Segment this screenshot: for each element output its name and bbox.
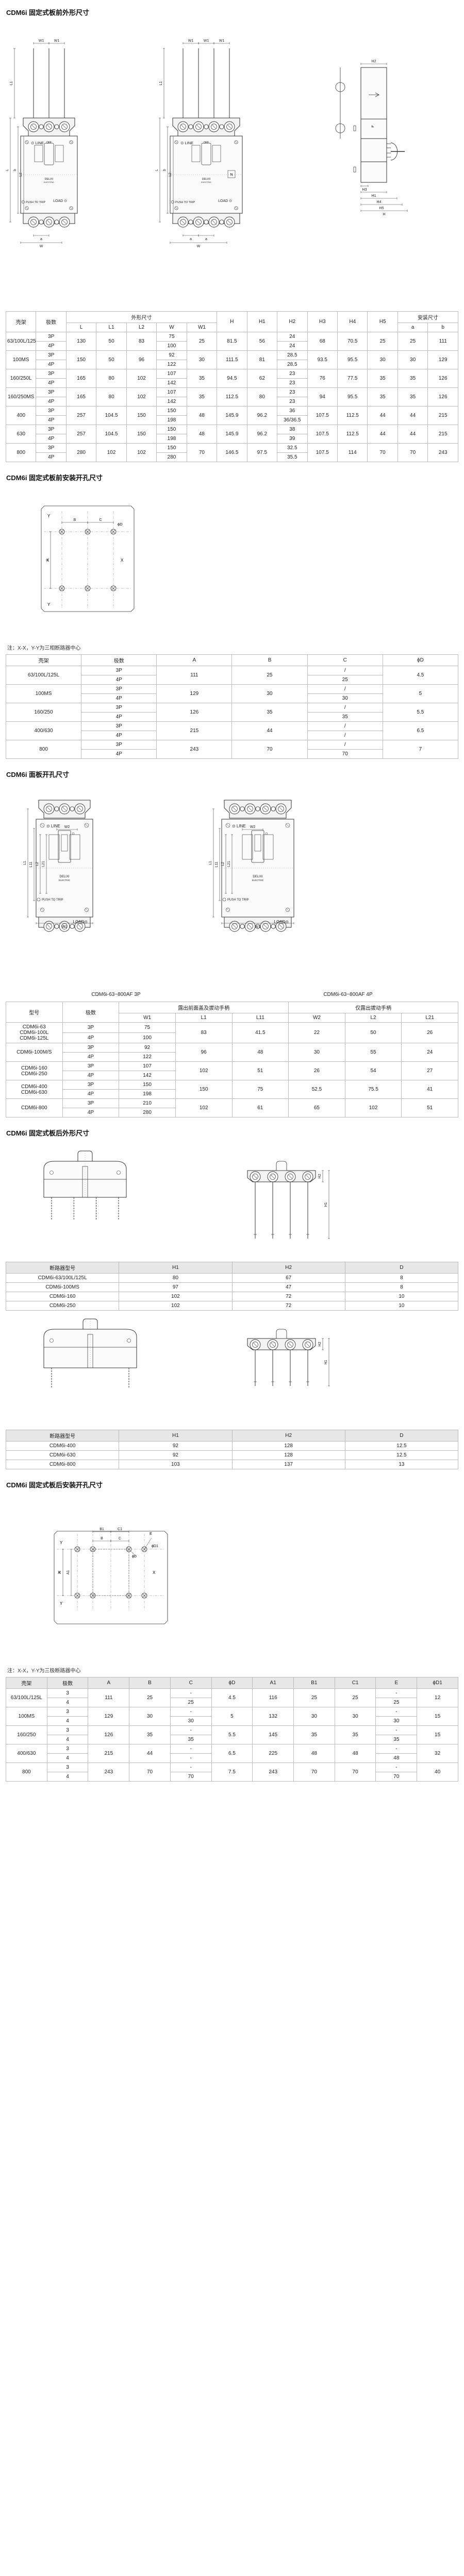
svg-text:W1: W1 [204, 39, 209, 43]
svg-text:H5: H5 [379, 207, 384, 210]
svg-text:ϕD: ϕD [118, 522, 123, 527]
svg-text:H2: H2 [318, 1174, 322, 1178]
svg-text:H: H [383, 213, 385, 216]
svg-text:LOAD ⊙: LOAD ⊙ [53, 199, 67, 203]
svg-text:B1: B1 [100, 1528, 104, 1531]
svg-text:H1: H1 [372, 194, 376, 198]
svg-text:Y: Y [47, 514, 51, 518]
svg-text:L11: L11 [29, 861, 33, 867]
svg-text:H1: H1 [324, 1202, 328, 1207]
svg-text:DELIXI: DELIXI [59, 875, 69, 878]
svg-text:Y: Y [47, 602, 51, 607]
svg-text:L2: L2 [221, 862, 225, 866]
svg-text:L: L [155, 169, 159, 171]
svg-text:Y: Y [60, 1601, 63, 1606]
svg-text:L11: L11 [215, 861, 219, 867]
svg-text:W: W [197, 245, 201, 248]
svg-text:L1: L1 [209, 861, 212, 865]
svg-text:A1: A1 [67, 1570, 70, 1575]
svg-text:a: a [40, 238, 42, 241]
svg-text:L2: L2 [19, 173, 23, 177]
svg-text:ELECTRIC: ELECTRIC [252, 879, 264, 882]
svg-text:ϕD1: ϕD1 [152, 1545, 158, 1548]
svg-text:L2: L2 [36, 862, 39, 866]
svg-text:N: N [230, 173, 233, 177]
svg-text:L1: L1 [10, 81, 13, 86]
svg-text:OFF: OFF [46, 141, 52, 144]
svg-text:LOAD⊙: LOAD⊙ [73, 920, 88, 924]
svg-text:E: E [150, 1531, 152, 1536]
svg-text:ELECTRIC: ELECTRIC [59, 879, 71, 882]
svg-text:PUSH TO TRIP: PUSH TO TRIP [227, 899, 249, 902]
svg-text:L: L [6, 169, 9, 171]
svg-text:W1: W1 [188, 39, 194, 43]
svg-text:L21: L21 [227, 861, 231, 867]
svg-text:H4: H4 [377, 200, 382, 204]
svg-text:LOAD⊙: LOAD⊙ [274, 920, 289, 924]
svg-text:W2: W2 [250, 825, 256, 829]
svg-text:b: b [163, 169, 167, 171]
svg-text:L2: L2 [169, 173, 172, 177]
svg-text:H2: H2 [318, 1342, 322, 1346]
svg-text:W1: W1 [39, 39, 44, 43]
svg-text:W1: W1 [62, 925, 68, 929]
svg-text:⊙ LINE: ⊙ LINE [232, 824, 246, 828]
svg-text:H2: H2 [372, 60, 376, 63]
svg-text:L21: L21 [42, 861, 45, 867]
svg-text:L1: L1 [159, 81, 163, 86]
svg-text:X: X [153, 1570, 156, 1575]
svg-text:C: C [99, 518, 102, 522]
svg-text:A: A [58, 1571, 62, 1573]
svg-text:W1: W1 [219, 39, 225, 43]
svg-text:B: B [74, 518, 76, 522]
svg-text:LOAD ⊙: LOAD ⊙ [218, 199, 232, 203]
svg-text:X: X [121, 558, 124, 563]
svg-text:PUSH TO TRIP: PUSH TO TRIP [175, 201, 195, 204]
svg-text:A: A [46, 558, 49, 561]
svg-text:W1: W1 [255, 925, 261, 929]
svg-text:ELECTRIC: ELECTRIC [44, 181, 54, 183]
svg-text:PUSH TO TRIP: PUSH TO TRIP [42, 899, 63, 902]
svg-text:⊙ LINE: ⊙ LINE [46, 824, 60, 828]
svg-text:C1: C1 [118, 1528, 122, 1531]
svg-text:ELECTRIC: ELECTRIC [201, 181, 211, 183]
svg-text:H1: H1 [324, 1360, 328, 1364]
svg-text:a: a [190, 238, 192, 241]
svg-text:Y: Y [60, 1540, 63, 1545]
svg-text:⊙ LINE: ⊙ LINE [31, 141, 44, 145]
svg-text:W2: W2 [64, 825, 70, 829]
svg-text:ϕD: ϕD [132, 1555, 137, 1558]
svg-text:b: b [13, 169, 17, 171]
svg-text:a: a [205, 238, 207, 241]
svg-text:DELIXI: DELIXI [253, 875, 262, 878]
svg-text:H3: H3 [362, 188, 367, 192]
svg-text:L1: L1 [23, 861, 27, 865]
svg-text:⊾: ⊾ [371, 125, 374, 128]
svg-text:W: W [40, 245, 43, 248]
svg-text:C: C [119, 1537, 121, 1540]
svg-text:PUSH TO TRIP: PUSH TO TRIP [26, 201, 46, 204]
svg-text:OFF: OFF [204, 141, 209, 144]
svg-text:W1: W1 [54, 39, 60, 43]
svg-text:B: B [101, 1537, 103, 1540]
svg-text:⊙ LINE: ⊙ LINE [180, 141, 193, 145]
